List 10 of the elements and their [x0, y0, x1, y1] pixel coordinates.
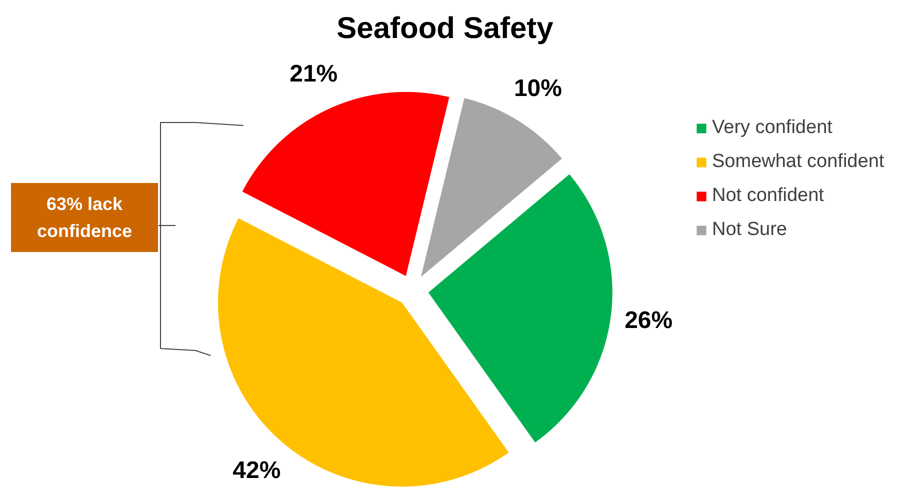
legend-label: Not confident — [712, 185, 824, 207]
text: 63% lack confidence — [36, 194, 132, 241]
data-label: 26% — [624, 307, 673, 334]
legend-label: Very confident — [712, 117, 832, 139]
data-label: 42% — [232, 456, 281, 484]
legend-label: Not Sure — [712, 219, 787, 241]
legend-label: Somewhat confident — [712, 151, 884, 173]
data-label: 21% — [290, 60, 338, 88]
chart-title: Seafood Safety — [336, 12, 554, 45]
data-label: 10% — [514, 74, 562, 102]
